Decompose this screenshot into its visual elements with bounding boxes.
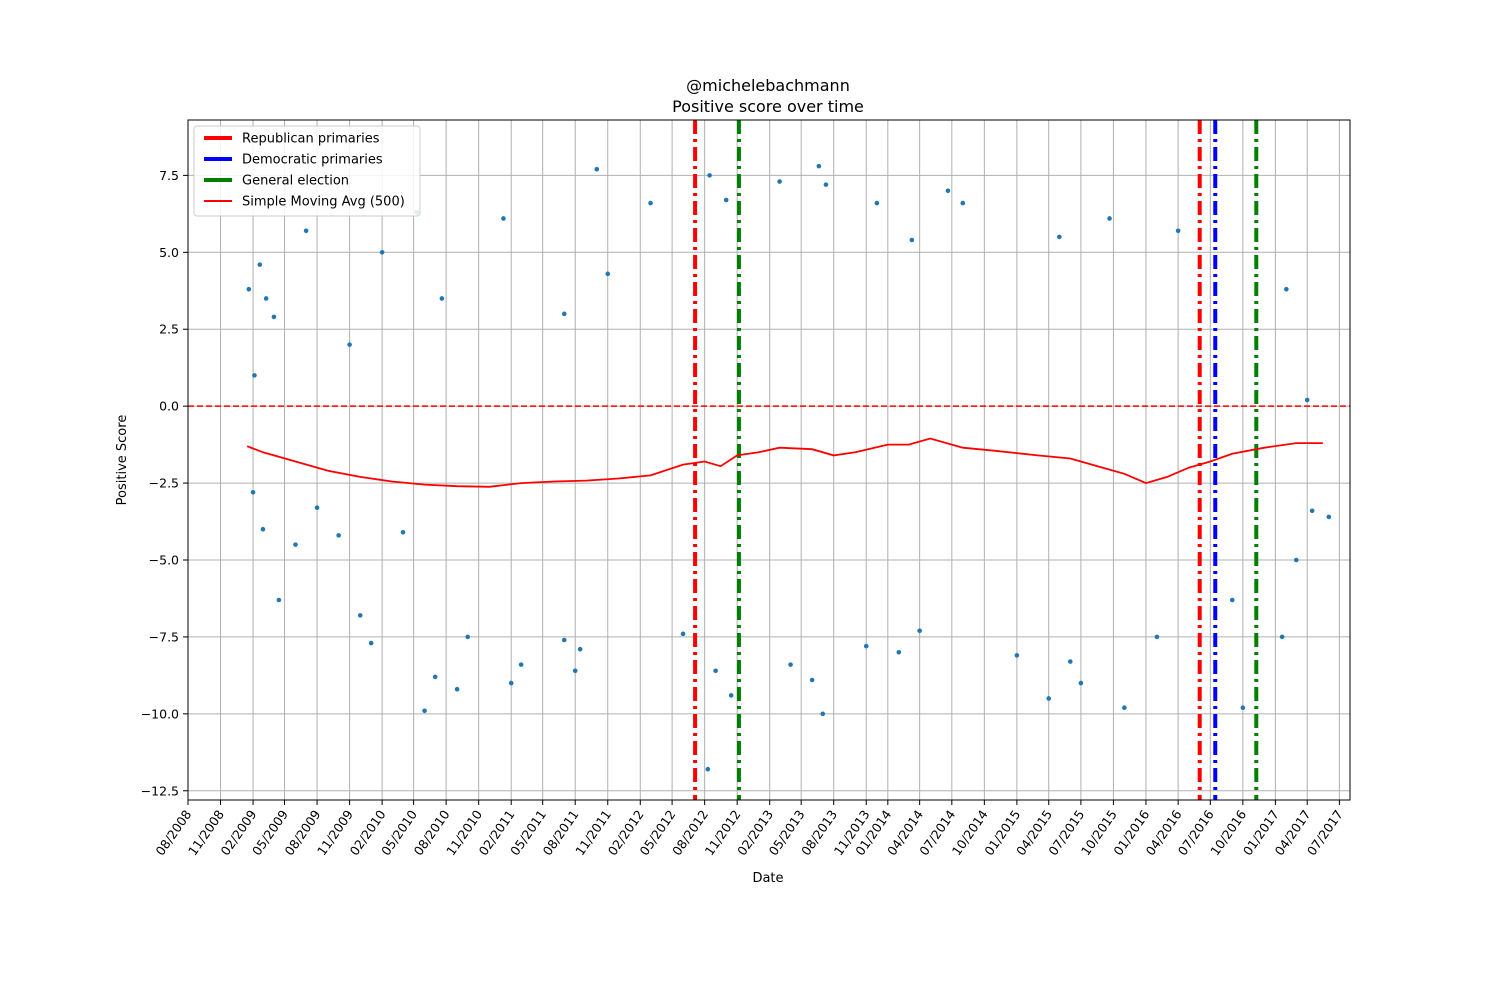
y-tick-label: −12.5 [141, 783, 179, 798]
data-point [1175, 228, 1181, 234]
data-point [276, 597, 282, 603]
data-point [863, 643, 869, 649]
data-point [246, 286, 252, 292]
legend: Republican primaries Democratic primaries… [193, 125, 421, 217]
data-point [1284, 286, 1289, 292]
data-point [336, 533, 341, 538]
legend-label: General election [242, 174, 349, 189]
data-point [347, 342, 352, 347]
y-tick-label: −5.0 [149, 553, 179, 568]
data-point [945, 188, 951, 194]
data-point [809, 677, 815, 683]
data-point [252, 373, 257, 378]
legend-label: Republican primaries [242, 132, 380, 147]
legend-box [193, 125, 421, 217]
data-point [465, 634, 471, 640]
data-point [823, 182, 829, 187]
y-tick-label: 0.0 [159, 399, 179, 414]
data-point [713, 668, 718, 674]
y-tick-label: 5.0 [159, 245, 179, 260]
data-point [820, 711, 826, 717]
chart-subtitle: Positive score over time [672, 97, 864, 116]
data-point [293, 542, 298, 547]
data-point [257, 262, 263, 267]
y-tick-label: −10.0 [141, 706, 179, 721]
data-point [508, 680, 514, 686]
data-point [680, 631, 686, 637]
x-axis-label: Date [752, 871, 783, 886]
data-point [707, 173, 712, 178]
event-lines [693, 120, 1259, 800]
data-point [422, 708, 427, 714]
y-tick-label: 7.5 [159, 168, 179, 183]
data-point [723, 197, 729, 203]
data-point [896, 650, 902, 655]
data-point [705, 766, 711, 772]
data-point [501, 216, 506, 221]
data-point [909, 237, 915, 243]
data-point [1046, 696, 1052, 701]
data-point [368, 640, 374, 646]
y-axis-label: Positive Score [115, 415, 130, 506]
data-point [1014, 653, 1020, 658]
data-point [1309, 508, 1315, 514]
data-point [271, 314, 277, 320]
data-point [1293, 557, 1299, 563]
legend-label: Simple Moving Avg (500) [242, 195, 405, 210]
data-point [1122, 705, 1127, 710]
data-point [518, 662, 524, 667]
data-point [572, 668, 578, 674]
data-point [1078, 680, 1084, 686]
data-point [728, 693, 734, 698]
moving-average-line [246, 437, 1323, 488]
data-point [400, 530, 406, 535]
y-tick-label: −7.5 [149, 629, 179, 644]
data-point [561, 311, 567, 317]
scatter-points [246, 163, 1332, 772]
data-point [314, 505, 320, 510]
data-point [263, 296, 269, 301]
data-point [917, 628, 922, 634]
data-point [1067, 659, 1073, 664]
data-point [439, 296, 445, 301]
data-point [357, 613, 363, 618]
data-point [303, 228, 309, 234]
data-point [960, 200, 966, 206]
chart-title: @michelebachmann [686, 76, 850, 95]
data-point [1229, 597, 1235, 603]
data-point [379, 250, 385, 255]
data-point [1326, 514, 1332, 520]
data-point [1279, 634, 1285, 640]
data-point [788, 662, 793, 667]
data-point [561, 637, 567, 643]
data-point [454, 686, 460, 692]
data-point [777, 179, 782, 184]
data-point [1107, 216, 1112, 221]
data-point [816, 163, 822, 169]
plot-frame [187, 119, 1351, 801]
data-point [1154, 634, 1160, 640]
y-tick-label: −2.5 [149, 476, 179, 491]
data-point [1304, 397, 1310, 403]
y-tick-label: 2.5 [159, 322, 179, 337]
data-point [1240, 705, 1246, 710]
data-point [648, 200, 653, 206]
legend-label: Democratic primaries [242, 153, 383, 168]
data-point [874, 200, 880, 206]
y-axis-ticks: 7.5 5.0 2.5 0.0 −2.5 −5.0 −7.5 −10.0 −12.5 [141, 168, 188, 798]
data-point [432, 674, 438, 680]
data-point [260, 526, 266, 532]
data-point [594, 166, 600, 172]
data-point [577, 646, 583, 652]
data-point [605, 271, 611, 277]
data-point [250, 490, 256, 495]
data-point [1057, 234, 1062, 240]
